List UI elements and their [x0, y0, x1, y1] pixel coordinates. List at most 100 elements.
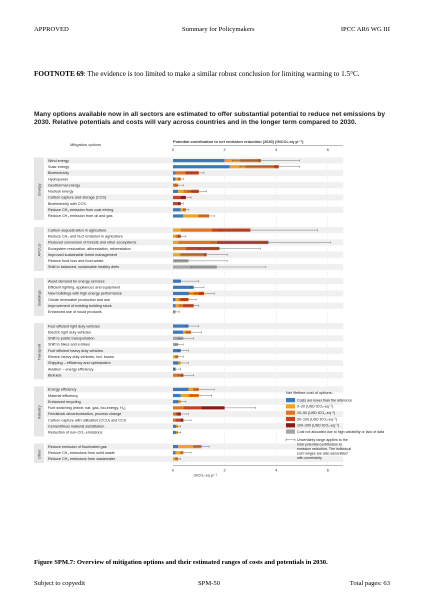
option-label: Energy efficiency	[48, 388, 77, 392]
bar-segment	[173, 291, 189, 296]
legend-item-label: 50–100 (USD tCO₂-eq⁻¹)	[297, 417, 337, 421]
option-label: Fuel efficient heavy duty vehicles	[48, 349, 103, 353]
bar-segment	[173, 298, 176, 302]
row-shade	[46, 410, 344, 418]
option-label: Enhanced recycling	[48, 400, 81, 404]
header-approved: APPROVED	[34, 26, 69, 33]
bar-segment	[178, 298, 181, 302]
bar-segment	[178, 240, 217, 244]
option-label: Carbon sequestration in agriculture	[48, 228, 106, 232]
footnote-text: : The evidence is too limited to make a …	[83, 70, 360, 78]
option-label: Fuel efficient light duty vehicles	[48, 324, 100, 328]
option-label: Bioelectricity with CCS	[48, 202, 86, 206]
bar-segment	[175, 177, 179, 181]
bar-segment	[180, 228, 212, 232]
bottom-tick-label: 4	[275, 467, 278, 472]
bar-segment	[229, 165, 246, 169]
option-label: Onsite renewable production and use	[48, 298, 110, 302]
row-shade	[46, 206, 344, 213]
bar-segment	[173, 361, 179, 365]
option-label: Reduce food loss and food waste	[48, 259, 103, 263]
options-header: Mitigation options	[70, 142, 101, 147]
row-shade	[46, 372, 344, 379]
bar-segment	[173, 445, 179, 449]
option-label: Ecosystem restoration, afforestation, re…	[48, 247, 131, 251]
bar-segment	[173, 240, 179, 244]
bar-segment	[183, 406, 202, 410]
option-label: Electric light duty vehicles	[48, 330, 91, 334]
bar-segment	[173, 393, 181, 398]
row-shade	[46, 194, 344, 201]
option-label: Avoid demand for energy services	[48, 279, 105, 283]
option-label: Aviation – energy efficiency	[48, 367, 94, 371]
row-shade	[46, 455, 344, 462]
legend-item-label: 100–200 (USD tCO₂-eq⁻¹)	[297, 424, 339, 428]
bar-segment	[173, 330, 184, 334]
option-label: Reduced conversion of forests and other …	[48, 241, 137, 245]
legend-uncertainty-note: Uncertainty range applies to the total po…	[297, 438, 351, 460]
bar-segment	[173, 418, 176, 422]
sector-label: Industry	[37, 405, 42, 419]
row-shade	[46, 335, 344, 342]
bar-segment	[183, 189, 192, 193]
bar-segment	[178, 189, 184, 193]
bar-segment	[173, 165, 230, 169]
figure-caption: Figure SPM.7: Overview of mitigation opt…	[34, 559, 328, 566]
bar-segment	[183, 330, 186, 334]
option-label: Geothermal energy	[48, 183, 80, 187]
row-shade	[46, 359, 344, 366]
option-label: Carbon capture with utilisation (CCU) an…	[48, 418, 127, 422]
row-shade	[46, 423, 344, 430]
legend-item-label: 20–50 (USD tCO₂-eq⁻¹)	[297, 411, 335, 415]
option-label: Shift to public transportation	[48, 337, 95, 341]
bar-segment	[175, 451, 181, 455]
bar-segment	[173, 228, 181, 232]
bar-segment	[173, 279, 181, 283]
option-label: Efficient lighting, appliances and equip…	[48, 286, 121, 290]
footer-page-number: SPM-50	[198, 580, 220, 587]
option-label: Cementitious material substitution	[48, 425, 104, 429]
mitigation-options-chart: Mitigation options Potential contribution…	[34, 139, 384, 477]
footnote-69: FOOTNOTE 69: The evidence is too limited…	[34, 69, 394, 79]
bar-segment	[173, 424, 176, 428]
footnote-label: FOOTNOTE 69	[34, 70, 84, 78]
bar-segment	[173, 304, 176, 308]
row-shade	[46, 398, 344, 405]
sector-band	[34, 157, 44, 220]
option-label: Reduce CH₄ and N₂O emission in agricultu…	[48, 234, 123, 238]
bottom-tick-label: 2	[224, 467, 226, 472]
sector-label: AFOLU	[37, 243, 42, 256]
option-label: Reduce CH₄ emission from coal mining	[48, 208, 113, 212]
sector-band	[34, 322, 44, 380]
option-label: Material efficiency	[48, 394, 78, 398]
bar-segment	[175, 298, 179, 302]
sector-label: Buildings	[37, 290, 42, 306]
bar-segment	[175, 412, 179, 416]
legend-swatch	[286, 398, 295, 403]
bar-segment	[175, 418, 181, 422]
axis-title: Potential contribution to net emission r…	[173, 139, 304, 144]
footer-copyedit: Subject to copyedit	[34, 580, 85, 587]
sector-label: Energy	[37, 184, 42, 196]
sector-band	[34, 278, 44, 316]
option-label: Shift to balanced, sustainable healthy d…	[48, 265, 119, 269]
top-tick-label: 4	[275, 147, 278, 152]
bar-segment	[173, 171, 176, 175]
top-tick-label: 0	[172, 147, 175, 152]
sector-label: Transport	[37, 343, 42, 360]
bottom-tick-label: 6	[327, 467, 329, 472]
legend-swatch	[286, 410, 295, 415]
legend-item-label: Costs are lower than the reference	[297, 398, 352, 402]
top-tick-label: 2	[224, 147, 226, 152]
option-label: Improvement of existing building stock	[48, 304, 112, 308]
bar-segment	[173, 285, 194, 289]
top-tick-label: 6	[327, 147, 329, 152]
bar-segment	[180, 393, 189, 398]
bar-segment	[173, 246, 186, 251]
bar-segment	[173, 400, 179, 404]
option-label: Reduce CH₄ emissions from solid waste	[48, 451, 115, 455]
bar-segment	[188, 387, 194, 391]
row-shade	[46, 182, 344, 189]
option-label: Reduce CH₄ emissions from wastewater	[48, 457, 116, 461]
bar-segment	[173, 387, 189, 391]
